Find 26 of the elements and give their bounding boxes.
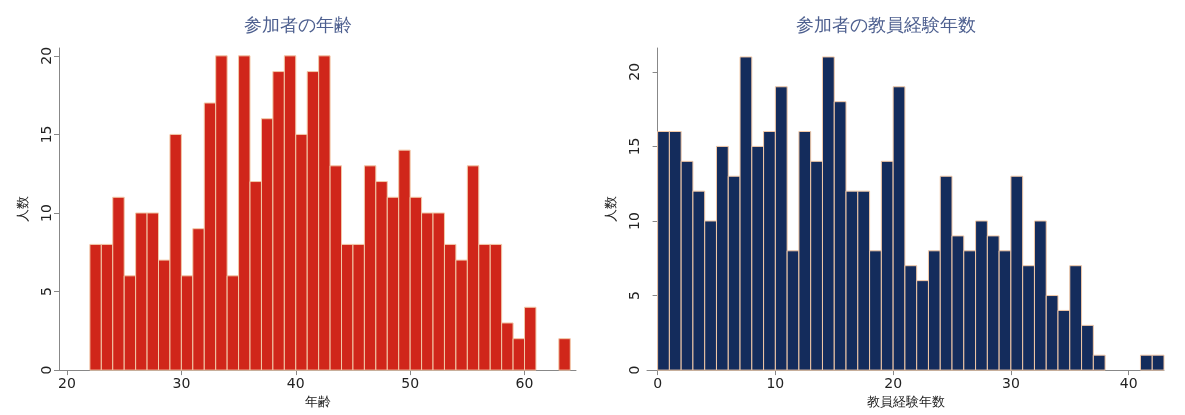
x-tick-label: 60 bbox=[515, 375, 534, 392]
y-tick-label: 10 bbox=[626, 212, 642, 230]
x-tick-label: 20 bbox=[884, 375, 903, 392]
y-tick-label: 15 bbox=[38, 125, 54, 144]
y-tick-label: 5 bbox=[626, 291, 642, 300]
x-tick-label: 50 bbox=[401, 375, 420, 392]
x-tick-label: 20 bbox=[58, 375, 76, 392]
y-tick-label: 0 bbox=[626, 365, 642, 375]
x-tick-label: 10 bbox=[766, 375, 785, 392]
chart-title: 参加者の年齢 bbox=[244, 13, 352, 35]
y-axis-title: 人数 bbox=[15, 196, 30, 223]
y-tick-label: 20 bbox=[38, 46, 54, 65]
x-tick-label: 40 bbox=[286, 375, 305, 392]
chart-title: 参加者の教員経験年数 bbox=[796, 13, 976, 35]
y-tick-label: 0 bbox=[38, 365, 54, 375]
y-axis-title: 人数 bbox=[603, 196, 618, 223]
y-tick-label: 15 bbox=[626, 137, 642, 156]
x-tick-label: 0 bbox=[653, 375, 663, 392]
x-tick-label: 30 bbox=[1001, 375, 1020, 392]
x-tick-label: 40 bbox=[1119, 375, 1138, 392]
y-tick-label: 5 bbox=[38, 287, 54, 296]
x-axis-title: 年齢 bbox=[304, 394, 331, 409]
y-tick-label: 10 bbox=[38, 204, 54, 222]
x-tick-label: 30 bbox=[172, 375, 191, 392]
x-axis-title: 教員経験年数 bbox=[866, 394, 945, 409]
y-tick-label: 20 bbox=[626, 62, 642, 81]
